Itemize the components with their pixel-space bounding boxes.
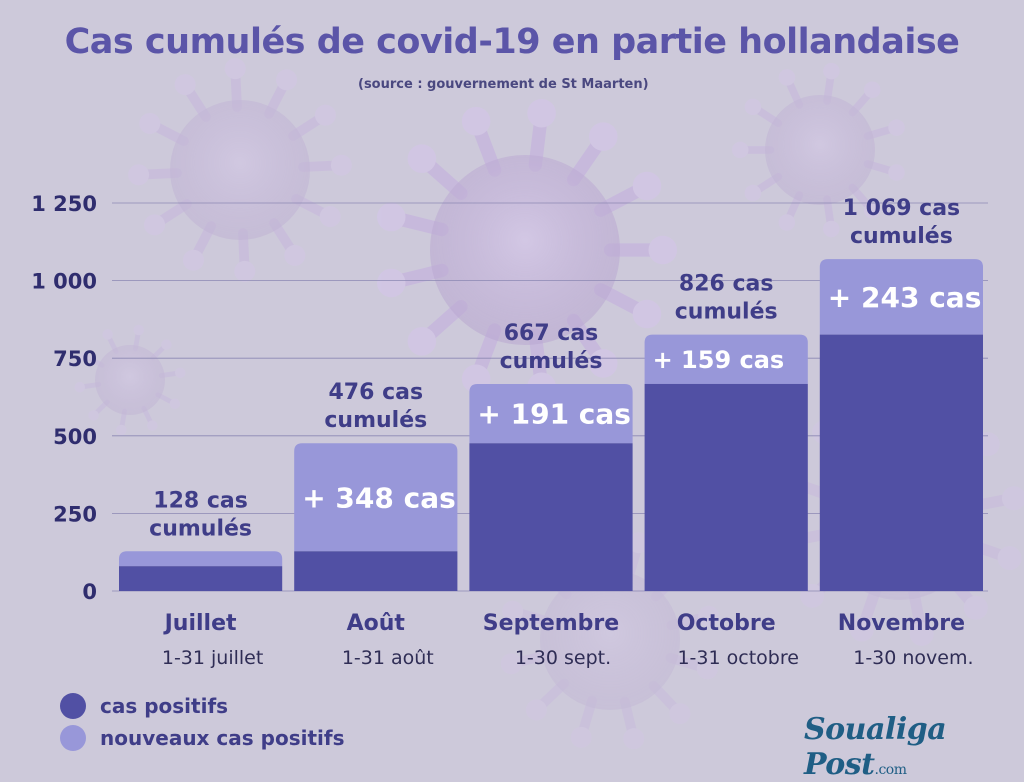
x-category-label: Novembre [838, 611, 965, 636]
x-category-label: Septembre [483, 611, 619, 636]
bar-new-positive [119, 551, 282, 566]
bar-positive [119, 566, 282, 591]
total-label: 667 cas [504, 321, 599, 346]
legend-swatch-new-positive [60, 725, 86, 751]
y-tick-label: 500 [53, 425, 97, 449]
total-label-suffix: cumulés [675, 300, 778, 325]
x-category-label: Octobre [677, 611, 776, 636]
bar-positive [820, 335, 983, 591]
total-label-suffix: cumulés [850, 224, 953, 249]
legend-swatch-positive [60, 693, 86, 719]
legend-label-new-positive: nouveaux cas positifs [100, 726, 344, 750]
x-sublabel: 1-30 sept. [515, 647, 611, 669]
total-label-suffix: cumulés [324, 408, 427, 433]
total-label-suffix: cumulés [149, 516, 252, 541]
total-label: 1 069 cas [843, 196, 961, 221]
y-tick-label: 250 [53, 502, 97, 526]
x-sublabel: 1-31 octobre [677, 647, 798, 669]
bar-positive [645, 384, 808, 591]
y-tick-label: 1 000 [31, 270, 97, 294]
bar-positive [469, 443, 632, 591]
increment-label: + 191 cas [477, 398, 631, 431]
x-sublabel: 1-31 juillet [162, 647, 263, 669]
y-tick-label: 750 [53, 347, 97, 371]
total-label: 476 cas [329, 380, 424, 405]
x-sublabel: 1-30 novem. [853, 647, 973, 669]
bar-positive [294, 551, 457, 591]
increment-label: + 159 cas [653, 346, 785, 374]
y-tick-label: 1 250 [31, 192, 97, 216]
legend-item-new-positive: nouveaux cas positifs [60, 722, 344, 754]
brand-logo: Soualiga Post.com [804, 712, 1024, 782]
legend-item-positive: cas positifs [60, 690, 344, 722]
x-category-label: Juillet [163, 611, 237, 636]
x-sublabel: 1-31 août [342, 647, 434, 669]
increment-label: + 348 cas [302, 481, 456, 514]
y-tick-label: 0 [82, 580, 97, 604]
brand-suffix: .com [875, 762, 907, 778]
x-category-label: Août [347, 611, 406, 636]
legend: cas positifs nouveaux cas positifs [60, 690, 344, 754]
total-label: 826 cas [679, 272, 774, 297]
total-label-suffix: cumulés [500, 349, 603, 374]
total-label: 128 cas [153, 488, 248, 513]
increment-label: + 243 cas [828, 281, 982, 314]
legend-label-positive: cas positifs [100, 694, 228, 718]
